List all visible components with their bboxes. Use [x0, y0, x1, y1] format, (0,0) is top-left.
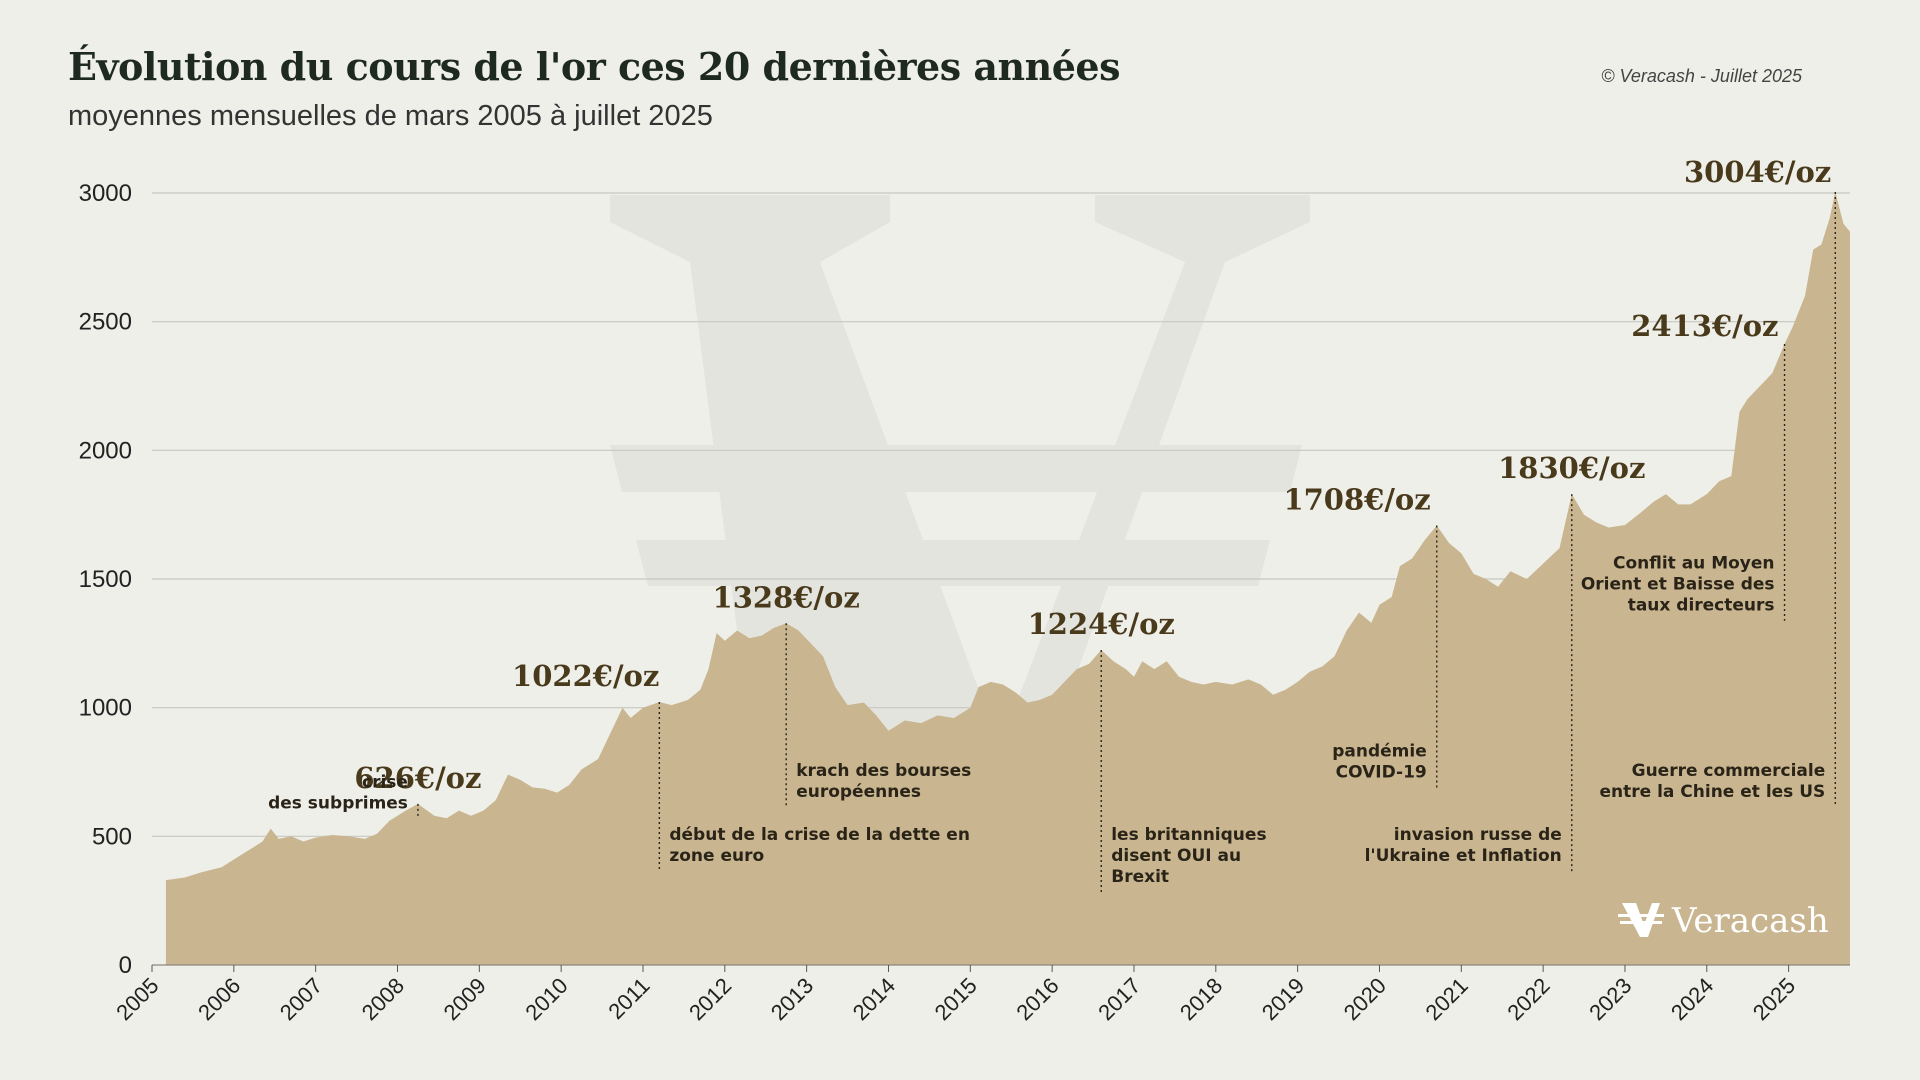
x-tick-label: 2008 — [357, 973, 409, 1025]
annotation-text: entre la Chine et les US — [1599, 782, 1825, 802]
price-label: 1708€/oz — [1283, 482, 1430, 516]
annotation-text: taux directeurs — [1628, 596, 1775, 616]
annotation: 1022€/oz début de la crise de la dette en… — [512, 659, 970, 872]
x-tick-label: 2018 — [1175, 973, 1227, 1025]
annotation-text: des subprimes — [268, 793, 408, 813]
price-label: 2413€/oz — [1631, 309, 1778, 343]
annotation-text: pandémie — [1332, 742, 1427, 762]
annotation-text: disent OUI au — [1111, 846, 1241, 866]
annotation-text: européennes — [796, 782, 921, 802]
annotation-text: les britanniques — [1111, 825, 1266, 845]
y-tick-label: 0 — [119, 952, 132, 979]
annotation-text: Orient et Baisse des — [1581, 575, 1775, 595]
x-tick-label: 2019 — [1257, 973, 1309, 1025]
x-tick-label: 2024 — [1666, 973, 1718, 1025]
x-tick-label: 2020 — [1339, 973, 1391, 1025]
annotation-text: krach des bourses — [796, 761, 971, 781]
price-label: 3004€/oz — [1684, 155, 1831, 189]
annotation-text: crise — [362, 772, 408, 792]
x-tick-label: 2005 — [111, 973, 163, 1025]
x-tick-label: 2015 — [930, 973, 982, 1025]
price-label: 626€/oz — [354, 761, 481, 795]
x-tick-label: 2022 — [1502, 973, 1554, 1025]
y-tick-label: 2000 — [79, 437, 132, 464]
axis-ticks: 0 500 1000 1500 2000 2500 3000 2005 2006 2007 2008… — [79, 180, 1850, 1025]
x-tick-label: 2007 — [275, 973, 327, 1025]
series-area — [165, 192, 1850, 965]
veracash-v-icon — [1618, 903, 1664, 937]
x-tick-label: 2012 — [684, 973, 736, 1025]
annotation-text: Brexit — [1111, 867, 1169, 887]
price-label: 1830€/oz — [1498, 451, 1645, 485]
x-tick-label: 2025 — [1748, 973, 1800, 1025]
watermark-v-icon — [610, 195, 1310, 810]
credit-line: © Veracash - Juillet 2025 — [1601, 66, 1802, 86]
price-area — [165, 192, 1850, 965]
x-tick-label: 2009 — [439, 973, 491, 1025]
annotation-text: Conflit au Moyen — [1613, 554, 1775, 574]
x-tick-label: 2013 — [766, 973, 818, 1025]
price-label: 1224€/oz — [1028, 607, 1175, 641]
annotation-text: invasion russe de — [1394, 825, 1562, 845]
price-label: 1328€/oz — [713, 580, 860, 614]
x-tick-label: 2023 — [1584, 973, 1636, 1025]
page-subtitle: moyennes mensuelles de mars 2005 à juill… — [68, 100, 713, 132]
annotation-text: début de la crise de la dette en — [669, 825, 970, 845]
y-tick-label: 1500 — [79, 566, 132, 593]
x-tick-label: 2016 — [1011, 973, 1063, 1025]
annotation-text: Guerre commerciale — [1632, 761, 1826, 781]
x-tick-label: 2014 — [848, 973, 900, 1025]
annotation-text: zone euro — [669, 846, 764, 866]
logo-text: Veracash — [1671, 901, 1829, 941]
x-tick-label: 2021 — [1421, 973, 1473, 1025]
annotation-text: COVID-19 — [1336, 763, 1427, 783]
y-tick-label: 500 — [92, 823, 132, 850]
y-tick-label: 1000 — [79, 695, 132, 722]
x-tick-label: 2006 — [193, 973, 245, 1025]
y-tick-label: 2500 — [79, 309, 132, 336]
veracash-logo: Veracash — [1618, 901, 1829, 941]
page-title: Évolution du cours de l'or ces 20 derniè… — [68, 44, 1120, 89]
x-tick-label: 2011 — [603, 973, 654, 1024]
x-tick-label: 2017 — [1093, 973, 1145, 1025]
annotation-text: l'Ukraine et Inflation — [1365, 846, 1562, 866]
price-label: 1022€/oz — [512, 659, 659, 693]
x-tick-label: 2010 — [520, 973, 572, 1025]
annotation: 1830€/oz invasion russe del'Ukraine et In… — [1365, 451, 1645, 872]
y-tick-label: 3000 — [79, 180, 132, 207]
